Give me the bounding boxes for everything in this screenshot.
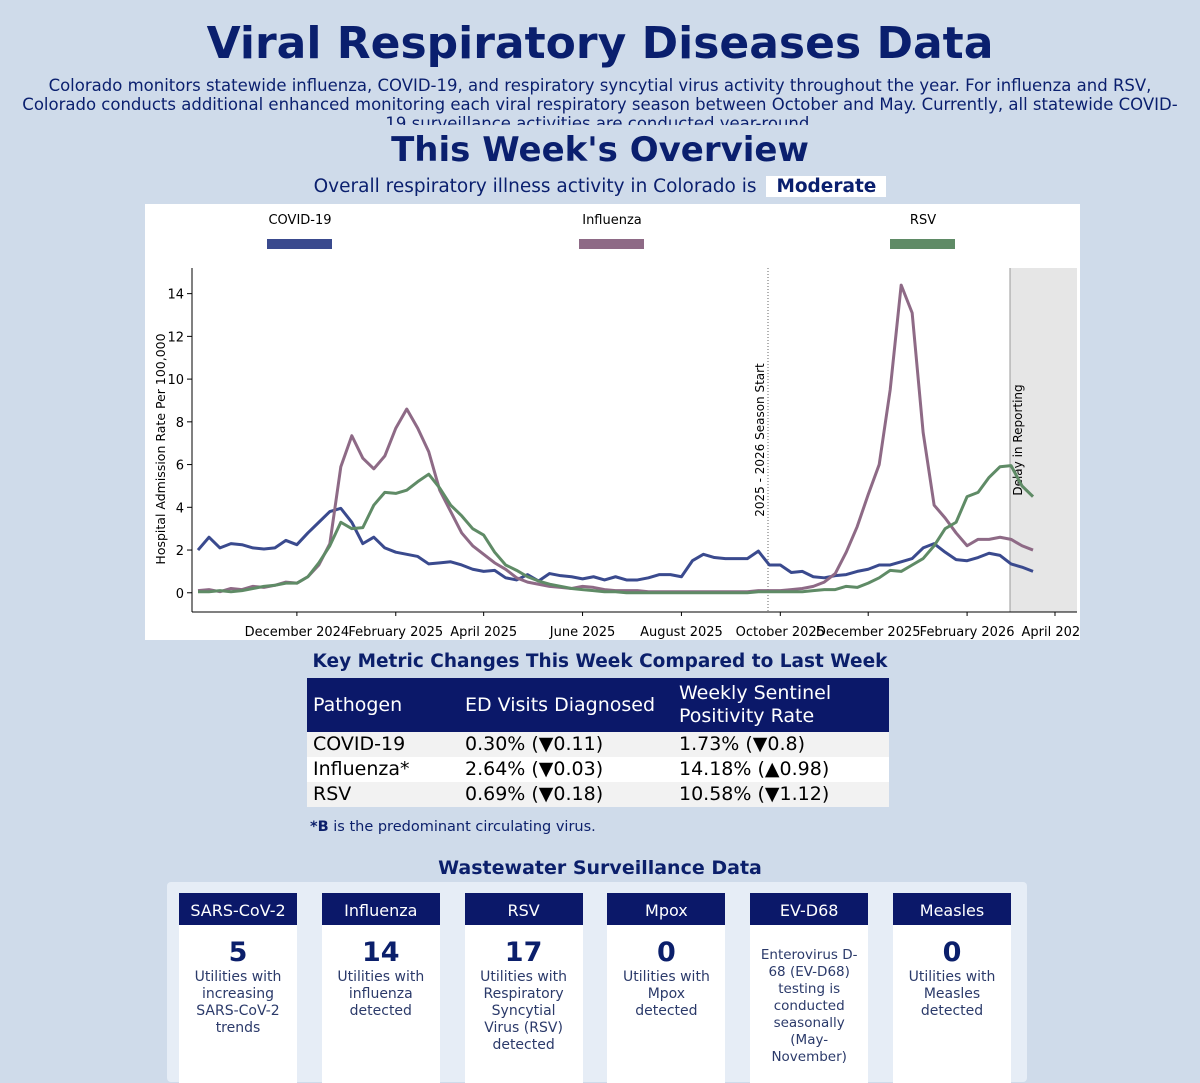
legend-swatch	[890, 239, 955, 249]
card-title: Influenza	[321, 893, 440, 925]
y-tick-label: 6	[176, 459, 184, 474]
card-value: 5	[228, 937, 248, 968]
card-value: 0	[942, 937, 962, 968]
card-title: Mpox	[607, 893, 726, 925]
metrics-title: Key Metric Changes This Week Compared to…	[312, 651, 888, 672]
x-tick-label: October 2025	[736, 625, 825, 640]
table-row: Influenza* 2.64% (▼0.03) 14.18% (▲0.98)	[307, 757, 889, 782]
series-line	[196, 506, 1034, 583]
table-cell: Influenza*	[307, 757, 459, 782]
annotation: 2025 - 2026 Season Start	[753, 363, 767, 517]
y-axis-label: Hospital Admission Rate Per 100,000	[153, 333, 168, 564]
wastewater-panel	[167, 882, 1027, 1082]
x-tick-label: February 2026	[920, 625, 1015, 640]
card-title: RSV	[464, 893, 583, 925]
x-tick-label: August 2025	[640, 625, 723, 640]
legend-label: RSV	[910, 213, 936, 228]
card-description: Enterovirus D-68 (EV-D68) testing is con…	[760, 947, 858, 1065]
wastewater-card: Measles 0 Utilities with Measles detected	[893, 893, 1011, 1083]
card-title: EV-D68	[750, 893, 869, 925]
legend-swatch	[267, 239, 332, 249]
metrics-table: Pathogen ED Visits Diagnosed Weekly Sentin…	[307, 678, 889, 807]
y-tick-label: 14	[167, 288, 184, 303]
table-cell: COVID-19	[307, 732, 459, 757]
card-title: SARS-CoV-2	[179, 893, 297, 925]
y-tick-label: 2	[176, 544, 184, 559]
wastewater-card: RSV 17 Utilities with Respiratory Syncytia…	[464, 893, 583, 1083]
x-tick-label: December 2025	[816, 625, 921, 640]
table-cell: 1.73% (▼0.8)	[673, 732, 889, 757]
header-row: Pathogen ED Visits Diagnosed Weekly Sentin…	[307, 678, 889, 732]
delay-region	[1010, 268, 1077, 612]
y-tick-label: 10	[167, 373, 184, 388]
card-description: Utilities with Mpox detected	[622, 969, 710, 1019]
y-tick-label: 4	[176, 501, 184, 516]
card-description: Utilities with increasing SARS-CoV-2 tre…	[194, 969, 282, 1036]
y-tick-label: 12	[167, 330, 184, 345]
y-tick-label: 8	[176, 416, 184, 431]
description: Colorado monitors statewide influenza, C…	[22, 76, 1178, 125]
activity: Overall respiratory illness activity in …	[0, 176, 1200, 197]
header-cell: ED Visits Diagnosed	[459, 678, 673, 732]
wastewater-card: EV-D68 Enterovirus D-68 (EV-D68) testing …	[750, 893, 869, 1083]
x-tick-label: April 2025	[450, 625, 517, 640]
card-title: Measles	[893, 893, 1011, 925]
table-cell: 14.18% (▲0.98)	[673, 757, 889, 782]
footnote: *B is the predominant circulating virus.	[310, 819, 596, 835]
table-cell: 0.30% (▼0.11)	[459, 732, 673, 757]
wastewater-card: SARS-CoV-2 5 Utilities with increasing SAR…	[179, 893, 297, 1083]
header-cell: Pathogen	[307, 678, 459, 732]
wastewater-card: Mpox 0 Utilities with Mpox detected	[607, 893, 726, 1083]
x-tick-label: December 2024	[245, 625, 350, 640]
legend-swatch	[579, 239, 644, 249]
wastewater-title: Wastewater Surveillance Data	[438, 857, 762, 879]
table-cell: RSV	[307, 782, 459, 807]
y-tick-label: 0	[176, 587, 184, 602]
card-value: 0	[656, 937, 676, 968]
activity-text: Overall respiratory illness activity in …	[313, 176, 757, 197]
footnote-text: is the predominant circulating virus.	[328, 819, 596, 835]
page-title: Viral Respiratory Diseases Data	[206, 18, 994, 69]
card-description: Utilities with Measles detected	[908, 969, 996, 1019]
activity-level: Moderate	[766, 176, 887, 197]
table-row: RSV 0.69% (▼0.18) 10.58% (▼1.12)	[307, 782, 889, 807]
legend-label: COVID-19	[268, 213, 331, 228]
annotation: Delay in Reporting	[1011, 384, 1025, 495]
card-value: 14	[362, 937, 400, 968]
table-cell: 2.64% (▼0.03)	[459, 757, 673, 782]
table-row: COVID-19 0.30% (▼0.11) 1.73% (▼0.8)	[307, 732, 889, 757]
x-tick-label: April 2026	[1022, 625, 1080, 640]
card-description: Utilities with influenza detected	[337, 969, 425, 1019]
wastewater-card: Influenza 14 Utilities with influenza dete…	[321, 893, 440, 1083]
overview-title: This Week's Overview	[391, 130, 809, 170]
card-value: 17	[504, 937, 543, 968]
footnote-bold: *B	[310, 819, 329, 835]
table-cell: 10.58% (▼1.12)	[673, 782, 889, 807]
x-tick-label: February 2025	[348, 625, 443, 640]
chart: 2025 - 2026 Season Start Delay in Reporti…	[145, 204, 1080, 640]
series-line	[198, 464, 1035, 595]
card-description: Utilities with Respiratory Syncytial Vir…	[480, 969, 568, 1053]
table-cell: 0.69% (▼0.18)	[459, 782, 673, 807]
header-cell: Weekly Sentinel Positivity Rate	[673, 678, 889, 732]
x-tick-label: June 2025	[549, 625, 616, 640]
series-line	[197, 283, 1034, 594]
legend-label: Influenza	[582, 213, 642, 228]
